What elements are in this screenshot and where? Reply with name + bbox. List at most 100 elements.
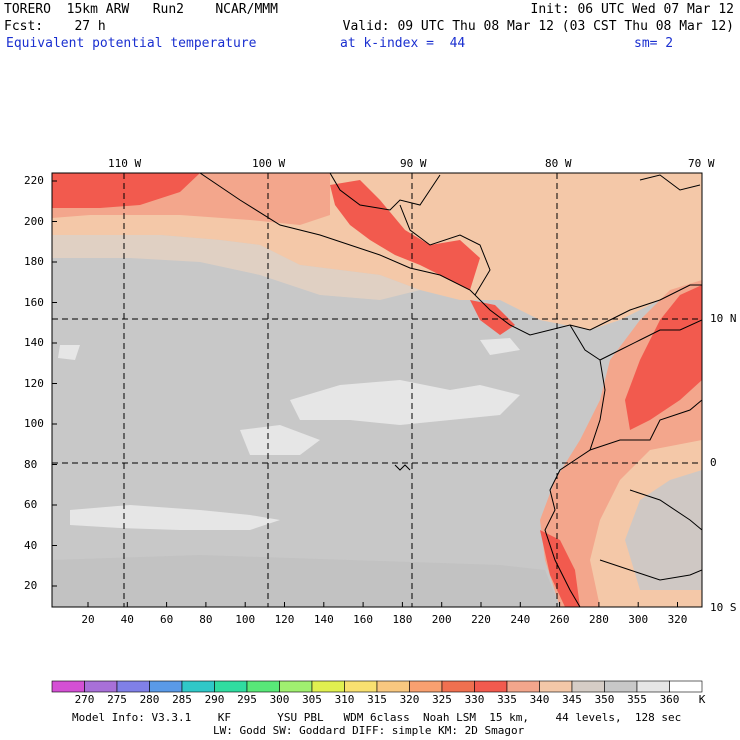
colorbar-value: 340 bbox=[529, 693, 550, 706]
graticule bbox=[52, 173, 702, 607]
y-tick-label: 140 bbox=[24, 336, 44, 349]
smoothing: sm= 2 bbox=[634, 36, 674, 51]
x-tick-label: 180 bbox=[392, 613, 413, 626]
model-title: TORERO 15km ARW Run2 NCAR/MMM bbox=[4, 2, 278, 17]
colorbar-unit: K bbox=[698, 693, 706, 706]
x-ticks bbox=[87, 602, 678, 607]
field-360-patch-1 bbox=[290, 380, 520, 425]
field-360-patch-5 bbox=[58, 345, 80, 360]
y-tick-label: 100 bbox=[24, 417, 44, 430]
model-info: Model Info: V3.3.1 KF YSU PBL WDM 6class… bbox=[72, 711, 682, 724]
map-frame bbox=[51, 172, 703, 608]
colorbar-value: 335 bbox=[497, 693, 517, 706]
colorbar-swatch bbox=[84, 680, 118, 693]
colorbar-swatch bbox=[51, 680, 85, 693]
field-name: Equivalent potential temperature bbox=[6, 36, 257, 51]
init-time: Init: 06 UTC Wed 07 Mar 12 bbox=[530, 2, 735, 17]
x-tick-label: 140 bbox=[313, 613, 334, 626]
field-330-peru-coast bbox=[540, 530, 580, 607]
lon-label-80w: 80 W bbox=[545, 157, 572, 170]
field-360-patch-4 bbox=[480, 338, 520, 355]
lat-label-10n: 10 N bbox=[710, 312, 737, 325]
colorbar-swatch bbox=[604, 680, 638, 693]
field-360-patch-3 bbox=[70, 505, 280, 530]
colorbar-value: 275 bbox=[107, 693, 127, 706]
lon-label-100w: 100 W bbox=[252, 157, 286, 170]
field-330-colombia bbox=[625, 285, 702, 430]
y-tick-label: 60 bbox=[24, 498, 38, 511]
lon-label-90w: 90 W bbox=[400, 157, 427, 170]
coastlines bbox=[199, 173, 702, 607]
field-330-northwest bbox=[52, 173, 200, 208]
field-350-south bbox=[52, 555, 560, 607]
y-tick-label: 120 bbox=[24, 376, 44, 390]
x-tick-label: 120 bbox=[274, 613, 295, 626]
x-tick-label: 280 bbox=[588, 613, 609, 626]
colorbar-value: 355 bbox=[627, 693, 647, 706]
colorbar-value: 285 bbox=[172, 693, 192, 706]
x-tick-label: 220 bbox=[471, 613, 491, 626]
colorbar-value: 270 bbox=[74, 693, 95, 706]
colorbar-swatch bbox=[506, 680, 540, 693]
colorbar-swatch bbox=[409, 680, 443, 693]
forecast-hour: Fcst: 27 h bbox=[4, 19, 106, 34]
y-tick-label: 220 bbox=[24, 174, 44, 187]
valid-time: Valid: 09 UTC Thu 08 Mar 12 (03 CST Thu … bbox=[342, 19, 734, 34]
x-tick-label: 240 bbox=[510, 613, 531, 626]
x-tick-label: 160 bbox=[353, 613, 374, 626]
x-tick-label: 100 bbox=[235, 613, 256, 626]
k-index: at k-index = 44 bbox=[340, 36, 466, 51]
field-330-central-america bbox=[330, 180, 480, 290]
colorbar-value: 280 bbox=[139, 693, 160, 706]
y-tick-label: 40 bbox=[24, 538, 38, 552]
x-tick-label: 300 bbox=[628, 613, 649, 626]
colorbar-value: 360 bbox=[659, 693, 680, 706]
colorbar-swatch bbox=[571, 680, 605, 693]
physics-info: LW: Godd SW: Goddard DIFF: simple KM: 2D… bbox=[213, 724, 525, 737]
y-tick-label: 20 bbox=[24, 579, 38, 592]
field-330-costa-rica bbox=[470, 300, 515, 335]
lat-label-0: 0 bbox=[710, 456, 717, 469]
colorbar-swatch bbox=[474, 680, 508, 693]
field-345-north bbox=[52, 235, 420, 300]
lon-label-110w: 110 W bbox=[108, 157, 142, 170]
colorbar-swatch bbox=[539, 680, 573, 693]
y-tick-label: 200 bbox=[24, 214, 44, 228]
x-tick-label: 20 bbox=[81, 613, 95, 626]
x-tick-label: 40 bbox=[120, 613, 134, 626]
colorbar-value: 325 bbox=[432, 693, 452, 706]
colorbar-value: 320 bbox=[399, 693, 420, 706]
lon-label-70w: 70 W bbox=[688, 157, 715, 170]
x-tick-label: 200 bbox=[431, 613, 452, 626]
colorbar-swatch bbox=[246, 680, 280, 693]
colorbar-swatch bbox=[636, 680, 670, 693]
colorbar-swatch bbox=[214, 680, 248, 693]
x-tick-label: 80 bbox=[199, 613, 213, 626]
colorbar-value: 300 bbox=[269, 693, 290, 706]
x-tick-label: 320 bbox=[667, 613, 688, 626]
colorbar-value: 295 bbox=[237, 693, 257, 706]
colorbar-value: 290 bbox=[204, 693, 225, 706]
colorbar-value: 330 bbox=[464, 693, 485, 706]
colorbar-swatch bbox=[149, 680, 183, 693]
colorbar-swatch bbox=[669, 680, 703, 693]
x-tick-label: 260 bbox=[549, 613, 570, 626]
y-tick-label: 180 bbox=[24, 255, 44, 268]
colorbar-value: 350 bbox=[594, 693, 615, 706]
field-360-patch-2 bbox=[240, 425, 320, 455]
colorbar-swatch bbox=[279, 680, 313, 693]
colorbar-swatch bbox=[311, 680, 345, 693]
colorbar-value: 315 bbox=[367, 693, 387, 706]
colorbar-swatch bbox=[441, 680, 475, 693]
colorbar-swatch bbox=[344, 680, 378, 693]
colorbar-value: 305 bbox=[302, 693, 322, 706]
lat-label-10s: 10 S bbox=[710, 601, 737, 614]
colorbar-swatch bbox=[181, 680, 215, 693]
field-350-amazon bbox=[625, 470, 702, 590]
colorbar-swatch bbox=[376, 680, 410, 693]
colorbar-value: 345 bbox=[562, 693, 582, 706]
x-tick-label: 60 bbox=[159, 613, 174, 626]
colorbar-value: 310 bbox=[334, 693, 355, 706]
